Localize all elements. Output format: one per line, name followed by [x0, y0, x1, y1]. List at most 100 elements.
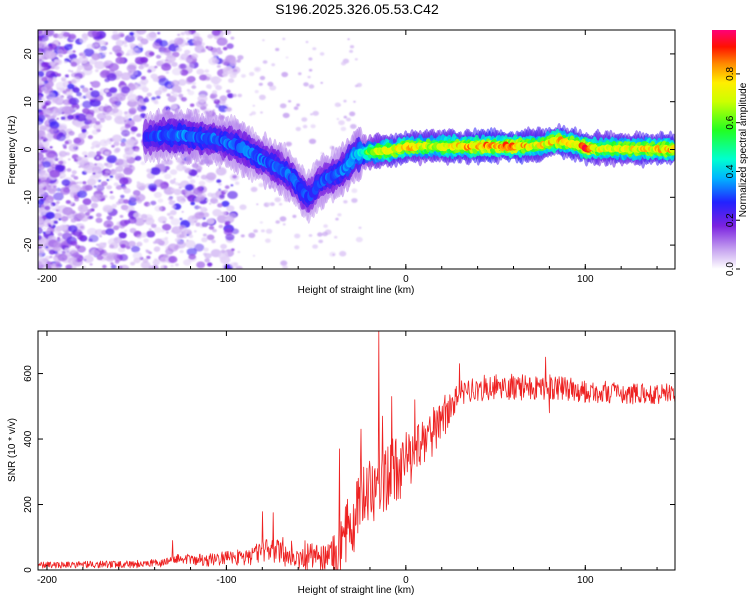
- noise-blob: [141, 86, 149, 93]
- noise-blob: [68, 130, 75, 136]
- noise-blob: [105, 170, 110, 174]
- noise-blob: [220, 243, 228, 250]
- noise-blob: [308, 138, 317, 144]
- noise-blob: [208, 202, 212, 205]
- noise-blob: [250, 186, 258, 192]
- noise-blob: [216, 214, 227, 223]
- noise-blob: [233, 262, 239, 266]
- noise-blob: [113, 141, 120, 146]
- noise-blob: [189, 179, 196, 184]
- noise-blob: [142, 65, 147, 68]
- noise-blob: [262, 60, 268, 64]
- noise-blob: [123, 116, 129, 121]
- noise-blob: [71, 170, 77, 175]
- noise-blob: [42, 246, 47, 249]
- noise-blob: [179, 249, 184, 254]
- noise-blob: [167, 59, 173, 64]
- noise-blob: [99, 139, 109, 147]
- noise-blob: [349, 49, 354, 53]
- noise-blob: [99, 40, 106, 46]
- noise-blob: [38, 35, 43, 42]
- noise-blob: [60, 215, 69, 222]
- noise-blob: [68, 81, 72, 84]
- noise-blob: [293, 106, 299, 110]
- noise-blob: [89, 263, 93, 266]
- noise-blob: [48, 249, 56, 255]
- y-tick-label: 0: [23, 146, 34, 152]
- noise-blob: [109, 87, 118, 94]
- noise-blob: [72, 252, 80, 258]
- noise-blob: [179, 233, 185, 239]
- noise-blob: [171, 85, 182, 93]
- noise-blob: [203, 247, 209, 252]
- x-tick-label: -100: [216, 274, 236, 285]
- noise-blob: [135, 148, 140, 153]
- noise-blob: [119, 264, 130, 269]
- y-tick-label: -10: [23, 190, 34, 205]
- noise-blob: [38, 139, 42, 145]
- noise-blob: [115, 184, 123, 190]
- noise-blob: [266, 202, 271, 206]
- noise-blob: [101, 181, 108, 187]
- noise-blob: [146, 168, 152, 173]
- ridge-cell: [670, 145, 675, 151]
- noise-blob: [89, 87, 93, 91]
- noise-blob: [103, 173, 109, 179]
- noise-blob: [77, 204, 89, 213]
- colorbar-tick-label: 0.8: [725, 67, 736, 81]
- noise-blob: [128, 217, 137, 224]
- noise-blob: [75, 156, 82, 161]
- noise-blob: [349, 111, 356, 117]
- noise-blob: [279, 216, 287, 222]
- noise-blob: [256, 203, 259, 206]
- noise-blob: [113, 93, 124, 102]
- noise-blob: [224, 30, 232, 35]
- noise-blob: [48, 43, 57, 50]
- noise-blob: [169, 169, 178, 175]
- noise-blob: [157, 198, 164, 203]
- noise-blob: [162, 87, 168, 92]
- noise-blob: [358, 226, 362, 229]
- noise-blob: [115, 56, 125, 64]
- noise-blob: [346, 117, 351, 122]
- noise-blob: [217, 78, 222, 82]
- noise-blob: [95, 69, 99, 73]
- noise-blob: [82, 181, 87, 185]
- noise-blob: [285, 56, 289, 59]
- noise-blob: [56, 117, 59, 120]
- noise-blob: [130, 126, 138, 132]
- noise-blob: [55, 205, 61, 211]
- noise-blob: [354, 58, 358, 61]
- noise-blob: [215, 167, 227, 176]
- noise-blob: [64, 247, 70, 252]
- noise-blob: [217, 203, 223, 208]
- noise-blob: [218, 171, 222, 174]
- noise-blob: [90, 90, 100, 98]
- noise-blob: [154, 205, 163, 212]
- noise-blob: [159, 51, 165, 56]
- noise-blob: [124, 111, 128, 115]
- noise-blob: [171, 61, 178, 67]
- noise-blob: [154, 238, 163, 244]
- noise-blob: [95, 121, 101, 125]
- noise-blob: [73, 137, 82, 144]
- noise-blob: [145, 249, 149, 252]
- noise-blob: [105, 228, 115, 236]
- noise-blob: [88, 234, 99, 243]
- noise-blob: [337, 213, 342, 217]
- noise-blob: [176, 157, 184, 164]
- noise-blob: [88, 252, 92, 256]
- noise-blob: [111, 33, 121, 41]
- noise-blob: [195, 165, 203, 171]
- snr-panel: -200 -100 0 100 0 200 400 600 Height of straigh…: [7, 330, 676, 596]
- noise-blob: [232, 174, 238, 179]
- noise-blob: [180, 97, 187, 102]
- noise-blob: [83, 63, 93, 71]
- noise-blob: [227, 191, 238, 199]
- noise-blob: [53, 192, 64, 201]
- noise-blob: [98, 47, 104, 52]
- noise-blob: [155, 38, 163, 44]
- noise-blob: [164, 236, 169, 240]
- noise-blob: [38, 51, 45, 60]
- noise-blob: [148, 228, 152, 231]
